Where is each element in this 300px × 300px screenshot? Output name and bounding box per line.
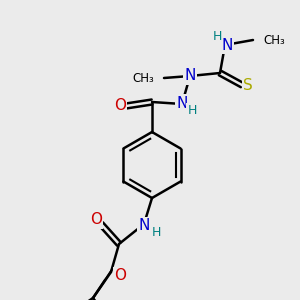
- Text: O: O: [114, 98, 126, 113]
- Text: H: H: [187, 103, 197, 116]
- Text: CH₃: CH₃: [263, 34, 285, 46]
- Text: CH₃: CH₃: [132, 71, 154, 85]
- Text: O: O: [114, 268, 126, 284]
- Text: H: H: [212, 31, 222, 44]
- Text: N: N: [138, 218, 150, 233]
- Text: H: H: [151, 226, 161, 239]
- Text: O: O: [90, 212, 102, 227]
- Text: N: N: [184, 68, 196, 83]
- Text: N: N: [221, 38, 233, 52]
- Text: N: N: [176, 95, 188, 110]
- Text: S: S: [243, 79, 253, 94]
